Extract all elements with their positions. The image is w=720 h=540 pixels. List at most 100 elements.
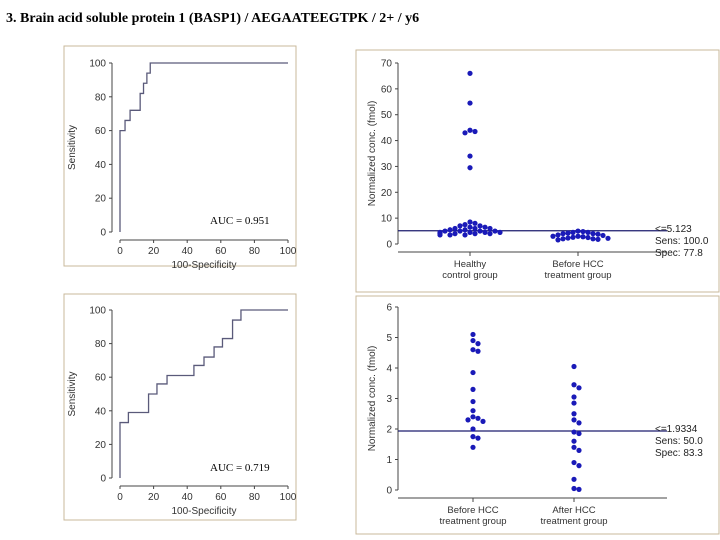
x-tick-label: 20 <box>148 492 160 503</box>
y-tick-label: 4 <box>386 364 392 375</box>
y-axis-label: Sensitivity <box>67 371 78 416</box>
data-point <box>470 369 476 376</box>
y-tick-label: 30 <box>381 162 393 173</box>
y-tick-label: 40 <box>95 160 107 171</box>
data-point <box>576 486 582 492</box>
auc-annotation: AUC = 0.951 <box>210 215 270 227</box>
x-tick-label: 40 <box>182 246 194 257</box>
data-point <box>447 232 453 238</box>
x-tick-label: 60 <box>215 246 227 257</box>
category-label: After HCC <box>552 505 595 516</box>
data-point <box>462 130 468 136</box>
data-point <box>477 228 483 234</box>
data-point <box>447 227 453 233</box>
data-point <box>462 222 468 228</box>
roc-curve-line <box>119 309 288 478</box>
y-tick-label: 20 <box>381 188 393 199</box>
data-point <box>575 233 581 239</box>
data-point <box>550 233 556 239</box>
x-tick-label: 100 <box>280 492 297 503</box>
y-tick-label: 100 <box>89 59 106 70</box>
cutoff-label: Sens: 100.0 <box>655 236 709 247</box>
x-tick-label: 40 <box>182 492 194 503</box>
data-point <box>570 234 576 240</box>
data-point <box>475 341 481 347</box>
x-tick-label: 0 <box>117 246 123 257</box>
data-point <box>571 400 577 406</box>
chart-panel-2: 0 10 20 30 40 50 60 70 Normalized conc. (fmol) He… <box>355 49 720 293</box>
y-tick-label: 60 <box>95 373 107 384</box>
data-point <box>462 227 468 233</box>
data-point <box>571 382 577 388</box>
y-tick-label: 6 <box>386 303 392 314</box>
data-point <box>472 128 478 135</box>
panel-frame <box>355 295 720 535</box>
data-point <box>470 434 476 440</box>
y-tick-label: 50 <box>381 110 393 121</box>
y-tick-label: 0 <box>100 474 106 485</box>
data-point <box>470 444 476 450</box>
cutoff-label: Spec: 77.8 <box>655 248 703 259</box>
data-point <box>477 223 483 229</box>
chart-panel-4: 0 1 2 3 4 5 6 Normalized conc. (fmol) Before HCC… <box>355 295 720 535</box>
data-point <box>585 234 591 241</box>
data-point <box>576 463 582 469</box>
data-point <box>442 228 448 234</box>
data-point <box>497 229 503 235</box>
data-point <box>467 219 473 225</box>
data-point <box>571 411 577 417</box>
data-point <box>571 417 577 423</box>
data-point <box>600 232 606 239</box>
data-point <box>605 235 611 241</box>
cutoff-label: <=5.123 <box>655 224 692 235</box>
data-point <box>565 230 571 236</box>
x-tick-label: 80 <box>249 246 261 257</box>
category-label: control group <box>442 270 497 281</box>
data-point <box>585 229 591 235</box>
data-point <box>470 414 476 420</box>
y-tick-label: 60 <box>95 126 107 137</box>
y-tick-label: 0 <box>386 486 392 497</box>
panel-frame <box>63 293 297 521</box>
data-point <box>470 386 476 392</box>
data-point <box>571 485 577 492</box>
chart-panel-1: 0 20 40 60 80 100 Sensitivity 0 20 40 60 80 100 100-S… <box>63 45 297 271</box>
cutoff-label: Spec: 83.3 <box>655 448 703 459</box>
y-tick-label: 80 <box>95 92 107 103</box>
x-axis-label: 100-Specificity <box>171 260 236 271</box>
category-label: treatment group <box>439 516 506 527</box>
data-point <box>487 225 493 232</box>
data-point <box>555 232 561 238</box>
data-point <box>560 231 566 237</box>
y-tick-label: 3 <box>386 394 392 405</box>
data-point <box>462 232 468 238</box>
data-point <box>571 394 577 400</box>
data-point <box>452 231 458 237</box>
data-point <box>437 232 443 238</box>
y-tick-label: 10 <box>381 214 393 225</box>
data-point <box>590 231 596 237</box>
x-tick-label: 20 <box>148 246 160 257</box>
x-tick-label: 100 <box>280 246 297 257</box>
data-point <box>472 220 478 226</box>
data-point <box>470 337 476 344</box>
auc-annotation: AUC = 0.719 <box>210 462 270 474</box>
data-point <box>575 228 581 234</box>
y-tick-label: 1 <box>386 455 392 466</box>
data-point <box>482 229 488 235</box>
data-point <box>555 237 561 243</box>
y-tick-label: 2 <box>386 425 392 436</box>
data-point <box>457 223 463 229</box>
category-label: Before HCC <box>447 505 498 516</box>
y-tick-label: 40 <box>381 136 393 147</box>
data-point <box>571 459 577 466</box>
data-point <box>467 100 473 106</box>
y-tick-label: 20 <box>95 440 107 451</box>
y-tick-label: 0 <box>100 228 106 239</box>
category-label: treatment group <box>544 270 611 281</box>
y-tick-label: 70 <box>381 59 393 70</box>
data-point <box>475 435 481 441</box>
data-point <box>452 225 458 232</box>
data-point <box>560 236 566 242</box>
